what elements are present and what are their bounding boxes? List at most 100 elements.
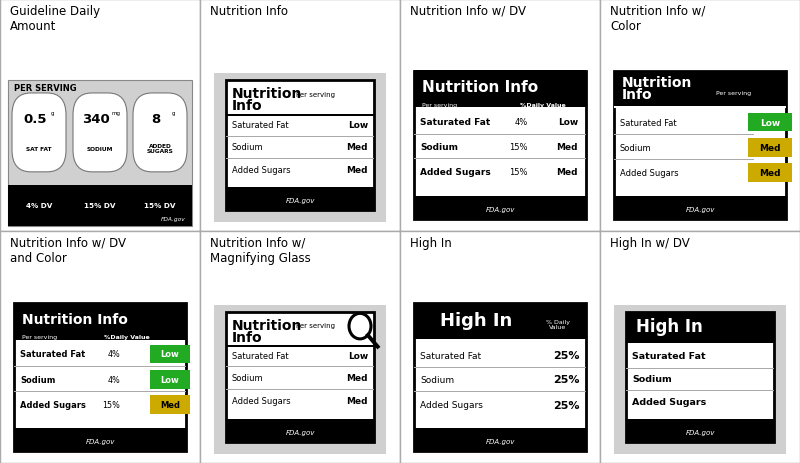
Bar <box>14 392 186 393</box>
Text: Nutrition Info: Nutrition Info <box>210 5 288 18</box>
Bar <box>226 389 374 390</box>
Text: 15% DV: 15% DV <box>144 203 176 209</box>
Text: mg: mg <box>112 111 121 116</box>
Bar <box>226 345 374 347</box>
Bar <box>414 197 586 220</box>
Bar <box>226 419 374 442</box>
Text: 25%: 25% <box>554 375 580 385</box>
Bar <box>150 395 190 414</box>
Text: Nutrition
Info: Nutrition Info <box>622 76 692 102</box>
Text: Sodium: Sodium <box>420 143 458 151</box>
Bar <box>226 81 374 211</box>
Text: 340: 340 <box>82 113 110 125</box>
Text: Nutrition
Info: Nutrition Info <box>232 87 302 113</box>
Text: SODIUM: SODIUM <box>87 146 113 151</box>
Bar <box>8 185 192 227</box>
Text: Nutrition
Info: Nutrition Info <box>232 319 302 344</box>
Text: Nutrition Info: Nutrition Info <box>422 79 538 94</box>
Bar <box>226 367 374 368</box>
Text: 4%: 4% <box>107 350 120 359</box>
Text: Added Sugars: Added Sugars <box>420 168 490 177</box>
Bar <box>226 188 374 211</box>
Text: g: g <box>172 111 175 116</box>
Text: Med: Med <box>346 373 368 382</box>
Text: 0.5: 0.5 <box>23 113 46 125</box>
Text: High In: High In <box>440 312 512 330</box>
Bar <box>226 114 374 117</box>
Text: Per serving: Per serving <box>422 102 457 107</box>
Text: Saturated Fat: Saturated Fat <box>632 351 706 361</box>
Text: Low: Low <box>760 119 780 128</box>
Text: High In: High In <box>410 236 452 249</box>
Text: Added Sugars: Added Sugars <box>232 166 290 175</box>
Text: High In w/ DV: High In w/ DV <box>610 236 690 249</box>
Bar <box>226 158 374 159</box>
Bar <box>626 341 774 343</box>
Bar <box>226 313 374 442</box>
Bar <box>614 160 754 161</box>
Text: Saturated Fat: Saturated Fat <box>420 351 481 360</box>
Text: Med: Med <box>759 169 781 178</box>
Text: Added Sugars: Added Sugars <box>632 397 706 406</box>
Bar <box>14 303 186 451</box>
Text: Sodium: Sodium <box>420 375 454 384</box>
Text: FDA.gov: FDA.gov <box>286 197 314 203</box>
Bar <box>414 103 586 107</box>
Text: Med: Med <box>346 396 368 406</box>
Bar <box>626 390 774 391</box>
Text: %Daily Value: %Daily Value <box>104 335 150 339</box>
Text: Added Sugars: Added Sugars <box>232 396 290 406</box>
Bar <box>414 159 586 160</box>
Text: Guideline Daily
Amount: Guideline Daily Amount <box>10 5 100 32</box>
Text: Med: Med <box>160 400 180 409</box>
Text: Sodium: Sodium <box>20 375 55 384</box>
Text: Low: Low <box>348 120 368 130</box>
Text: FDA.gov: FDA.gov <box>162 216 186 221</box>
FancyBboxPatch shape <box>12 94 66 172</box>
Text: Nutrition Info w/ DV
and Color: Nutrition Info w/ DV and Color <box>10 236 126 264</box>
Bar <box>8 81 192 227</box>
Bar <box>414 367 586 368</box>
Bar <box>614 72 786 220</box>
Bar <box>748 164 792 182</box>
Text: Per serving: Per serving <box>296 322 335 328</box>
Bar <box>150 345 190 363</box>
Text: 8: 8 <box>151 113 161 125</box>
Text: FDA.gov: FDA.gov <box>486 206 514 213</box>
Bar <box>414 392 586 393</box>
Text: SAT FAT: SAT FAT <box>26 146 52 151</box>
Bar <box>626 313 774 341</box>
Text: High In: High In <box>636 318 702 335</box>
Bar <box>226 136 374 137</box>
Bar <box>414 134 586 135</box>
Text: % Daily
Value: % Daily Value <box>546 319 570 329</box>
Text: FDA.gov: FDA.gov <box>286 429 314 435</box>
Text: Saturated Fat: Saturated Fat <box>232 120 289 130</box>
Text: Saturated Fat: Saturated Fat <box>20 350 86 359</box>
Text: Med: Med <box>346 166 368 175</box>
Bar <box>14 303 186 334</box>
Text: Med: Med <box>557 168 578 177</box>
Text: Saturated Fat: Saturated Fat <box>232 351 289 360</box>
Text: Per serving: Per serving <box>296 91 335 97</box>
Text: FDA.gov: FDA.gov <box>486 438 514 444</box>
Text: Low: Low <box>348 351 368 360</box>
Text: 4%: 4% <box>514 118 528 127</box>
Bar <box>626 313 774 442</box>
Text: 4% DV: 4% DV <box>26 203 52 209</box>
Text: 15% DV: 15% DV <box>84 203 116 209</box>
Text: 15%: 15% <box>102 400 120 409</box>
Text: Added Sugars: Added Sugars <box>20 400 86 409</box>
Text: Added Sugars: Added Sugars <box>420 400 483 409</box>
Bar <box>614 135 754 136</box>
Text: Med: Med <box>557 143 578 151</box>
Text: Low: Low <box>161 375 179 384</box>
Text: Low: Low <box>558 118 578 127</box>
Text: Saturated Fat: Saturated Fat <box>420 118 490 127</box>
Text: 25%: 25% <box>554 350 580 360</box>
Text: ADDED
SUGARS: ADDED SUGARS <box>146 144 174 154</box>
Text: Per serving: Per serving <box>716 91 751 96</box>
Bar <box>214 74 386 222</box>
Text: Sodium: Sodium <box>232 143 264 151</box>
Text: Sodium: Sodium <box>620 144 652 153</box>
